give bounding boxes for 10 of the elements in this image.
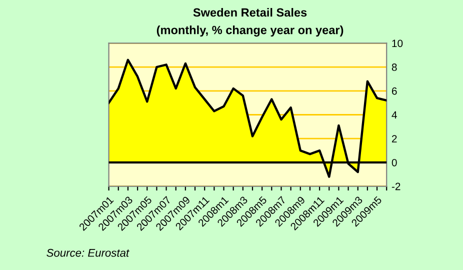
y-tick-label: 2 <box>392 135 397 142</box>
chart-subtitle: (monthly, % change year on year) <box>156 26 344 37</box>
y-tick-label: 0 <box>392 158 397 166</box>
y-tick-label: 10 <box>392 40 403 48</box>
y-tick-label: 4 <box>392 111 397 119</box>
chart-title: Sweden Retail Sales <box>193 8 307 17</box>
source-note: Source: Eurostat <box>46 248 130 257</box>
y-tick-label: -2 <box>392 182 400 190</box>
y-tick-label: 8 <box>392 64 397 71</box>
y-tick-label: 6 <box>392 87 397 95</box>
